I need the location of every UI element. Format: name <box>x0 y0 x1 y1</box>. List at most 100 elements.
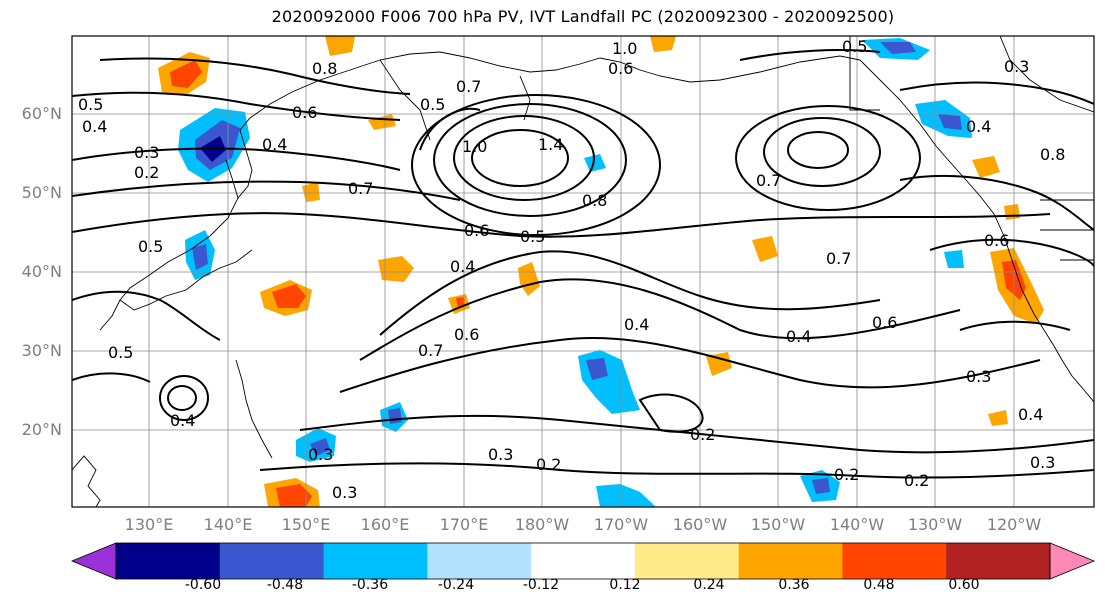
colorbar <box>70 542 1096 580</box>
colorbar-segment <box>738 543 843 579</box>
lat-label: 40°N <box>21 262 62 281</box>
ivt-shading <box>158 36 1044 507</box>
positive-anomaly <box>272 284 306 308</box>
contour-label: 0.4 <box>786 327 811 346</box>
contour-label: 0.7 <box>348 179 373 198</box>
contour-label: 0.5 <box>520 227 545 246</box>
lon-label: 160°W <box>672 515 728 534</box>
pv-contours <box>72 49 1094 479</box>
contour-label: 0.4 <box>624 315 649 334</box>
lon-label: 180°W <box>514 515 570 534</box>
contour-label: 0.6 <box>608 59 633 78</box>
colorbar-segment <box>946 543 1051 579</box>
colorbar-tick-label: 0.12 <box>609 577 641 593</box>
lon-label: 150°W <box>750 515 806 534</box>
negative-anomaly <box>938 114 962 130</box>
contour-label: 0.7 <box>418 341 443 360</box>
colorbar-segment <box>323 543 428 579</box>
lat-label: 50°N <box>21 183 62 202</box>
colorbar-segment <box>116 543 221 579</box>
contour-label: 0.7 <box>756 171 781 190</box>
lon-label: 160°E <box>360 515 410 534</box>
colorbar-tick-label: 0.48 <box>863 577 895 593</box>
colorbar-extension-max <box>1049 542 1096 580</box>
negative-anomaly <box>944 250 964 268</box>
contour-label: 0.5 <box>138 237 163 256</box>
lon-label: 140°E <box>203 515 253 534</box>
colorbar-tick-label: -0.48 <box>266 577 304 593</box>
lon-label: 130°E <box>124 515 174 534</box>
contour-label: 0.5 <box>108 343 133 362</box>
contour-label: 0.6 <box>464 221 489 240</box>
contour-label: 0.2 <box>134 163 159 182</box>
contour-label: 0.5 <box>842 37 867 56</box>
contour-label: 0.6 <box>292 103 317 122</box>
contour-label: 0.4 <box>450 257 475 276</box>
positive-anomaly <box>368 114 396 130</box>
colorbar-segment <box>531 543 636 579</box>
contour-label: 0.2 <box>904 471 929 490</box>
positive-anomaly <box>518 262 540 296</box>
contour-label: 0.5 <box>420 95 445 114</box>
map-plot-area: 0.8 0.7 1.0 0.6 0.5 0.4 0.3 0.2 1.4 1.0 … <box>72 36 1094 507</box>
contour-label: 0.3 <box>1004 57 1029 76</box>
colorbar-tick-label: -0.12 <box>522 577 560 593</box>
contour-label: 0.7 <box>826 249 851 268</box>
lat-label: 20°N <box>21 420 62 439</box>
colorbar-tick-label: 0.24 <box>693 577 725 593</box>
positive-anomaly <box>752 236 778 262</box>
contour-label: 0.3 <box>1030 453 1055 472</box>
map-title: 2020092000 F006 700 hPa PV, IVT Landfall… <box>271 7 895 26</box>
positive-anomaly <box>170 60 202 88</box>
colorbar-tick-label: 0.36 <box>778 577 810 593</box>
negative-anomaly <box>586 358 608 380</box>
positive-anomaly <box>325 36 355 56</box>
contour-label: 0.3 <box>966 367 991 386</box>
lon-label: 120°W <box>986 515 1042 534</box>
contour-label: 1.4 <box>538 135 563 154</box>
lat-label: 30°N <box>21 341 62 360</box>
negative-anomaly <box>192 244 208 270</box>
negative-anomaly <box>310 438 330 456</box>
contour-label: 0.3 <box>134 143 159 162</box>
negative-anomaly <box>650 36 676 52</box>
colorbar-tick-label: -0.24 <box>437 577 475 593</box>
contour-label: 0.4 <box>1018 405 1043 424</box>
contour-label: 0.4 <box>262 135 287 154</box>
map-frame <box>71 35 1095 508</box>
colorbar-tick-label: -0.60 <box>184 577 222 593</box>
colorbar-frame <box>115 542 1051 580</box>
lon-label: 140°W <box>829 515 885 534</box>
contour-label: 0.2 <box>536 455 561 474</box>
lon-label: 170°W <box>593 515 649 534</box>
contour-label: 0.4 <box>966 117 991 136</box>
contour-label: 0.3 <box>308 445 333 464</box>
colorbar-segment <box>842 543 947 579</box>
negative-anomaly <box>880 42 916 54</box>
positive-anomaly <box>302 182 320 202</box>
positive-anomaly <box>1004 204 1020 220</box>
positive-anomaly <box>988 410 1008 426</box>
contour-label: 1.0 <box>612 39 637 58</box>
contour-label: 0.6 <box>872 313 897 332</box>
negative-anomaly <box>388 408 402 424</box>
contour-label: 0.6 <box>454 325 479 344</box>
lon-label: 170°E <box>439 515 489 534</box>
contour-label: 0.6 <box>984 231 1009 250</box>
contour-label: 0.5 <box>78 95 103 114</box>
contour-labels: 0.8 0.7 1.0 0.6 0.5 0.4 0.3 0.2 1.4 1.0 … <box>78 37 1065 502</box>
contour-label: 0.2 <box>834 465 859 484</box>
colorbar-segment <box>634 543 740 579</box>
colorbar-segment <box>427 543 532 579</box>
contour-label: 0.8 <box>312 59 337 78</box>
contour-label: 1.0 <box>462 137 487 156</box>
negative-anomaly <box>812 478 830 494</box>
contour-label: 0.4 <box>170 411 195 430</box>
contour-label: 0.4 <box>82 117 107 136</box>
negative-anomaly <box>578 350 640 414</box>
contour-label: 0.8 <box>1040 145 1065 164</box>
lon-label: 130°W <box>907 515 963 534</box>
colorbar-tick-label: -0.36 <box>351 577 389 593</box>
colorbar-segment <box>219 543 325 579</box>
